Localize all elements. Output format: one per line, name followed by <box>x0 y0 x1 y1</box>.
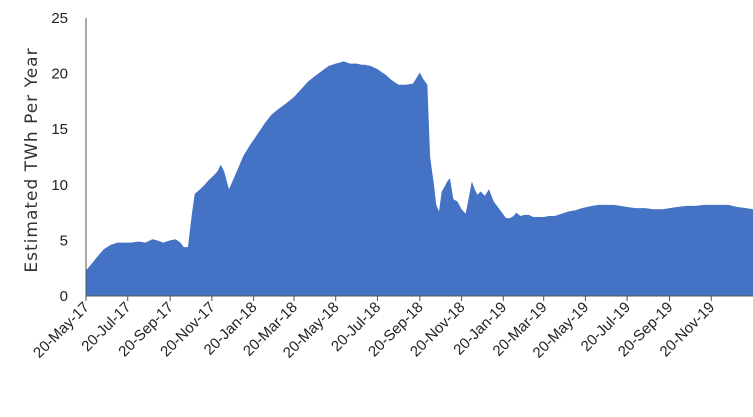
y-tick-label: 10 <box>51 177 68 194</box>
y-tick-label: 5 <box>60 232 68 249</box>
y-axis-label: Estimated TWh Per Year <box>22 47 42 272</box>
x-tick-label: 20-May-17 <box>30 299 93 362</box>
y-tick-labels: 0 5 10 15 20 25 <box>51 10 68 305</box>
x-tick-labels: 20-May-1720-Jul-1720-Sep-1720-Nov-1720-J… <box>30 299 718 362</box>
y-tick-label: 25 <box>51 10 68 27</box>
area-layer <box>86 61 753 297</box>
axis-layer <box>85 18 753 301</box>
y-tick-label: 20 <box>51 66 68 83</box>
y-tick-label: 0 <box>60 288 68 305</box>
y-tick-label: 15 <box>51 121 68 138</box>
series-area-0 <box>86 61 753 297</box>
